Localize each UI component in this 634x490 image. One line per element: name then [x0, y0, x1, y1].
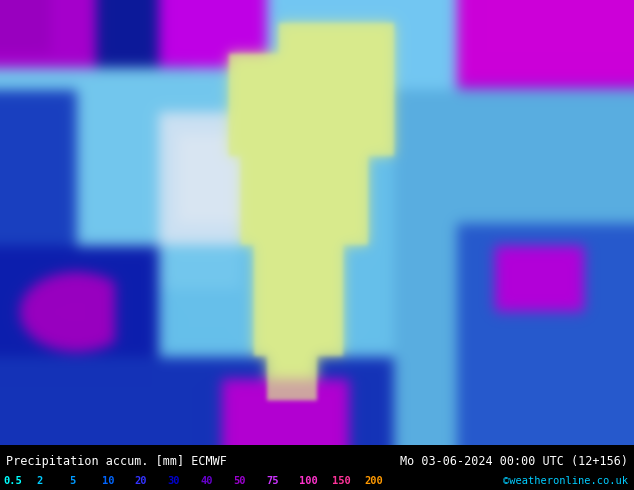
Text: Precipitation accum. [mm] ECMWF: Precipitation accum. [mm] ECMWF — [6, 455, 227, 468]
Text: Mo 03-06-2024 00:00 UTC (12+156): Mo 03-06-2024 00:00 UTC (12+156) — [399, 455, 628, 468]
Text: 0.5: 0.5 — [3, 476, 22, 486]
Text: 40: 40 — [200, 476, 213, 486]
Text: 20: 20 — [134, 476, 147, 486]
Text: ©weatheronline.co.uk: ©weatheronline.co.uk — [503, 476, 628, 486]
Text: 5: 5 — [69, 476, 75, 486]
Text: 10: 10 — [101, 476, 114, 486]
Text: 100: 100 — [299, 476, 318, 486]
Text: 30: 30 — [167, 476, 180, 486]
Text: 200: 200 — [365, 476, 384, 486]
Text: 50: 50 — [233, 476, 245, 486]
Text: 150: 150 — [332, 476, 351, 486]
Text: 75: 75 — [266, 476, 278, 486]
Text: 2: 2 — [36, 476, 42, 486]
